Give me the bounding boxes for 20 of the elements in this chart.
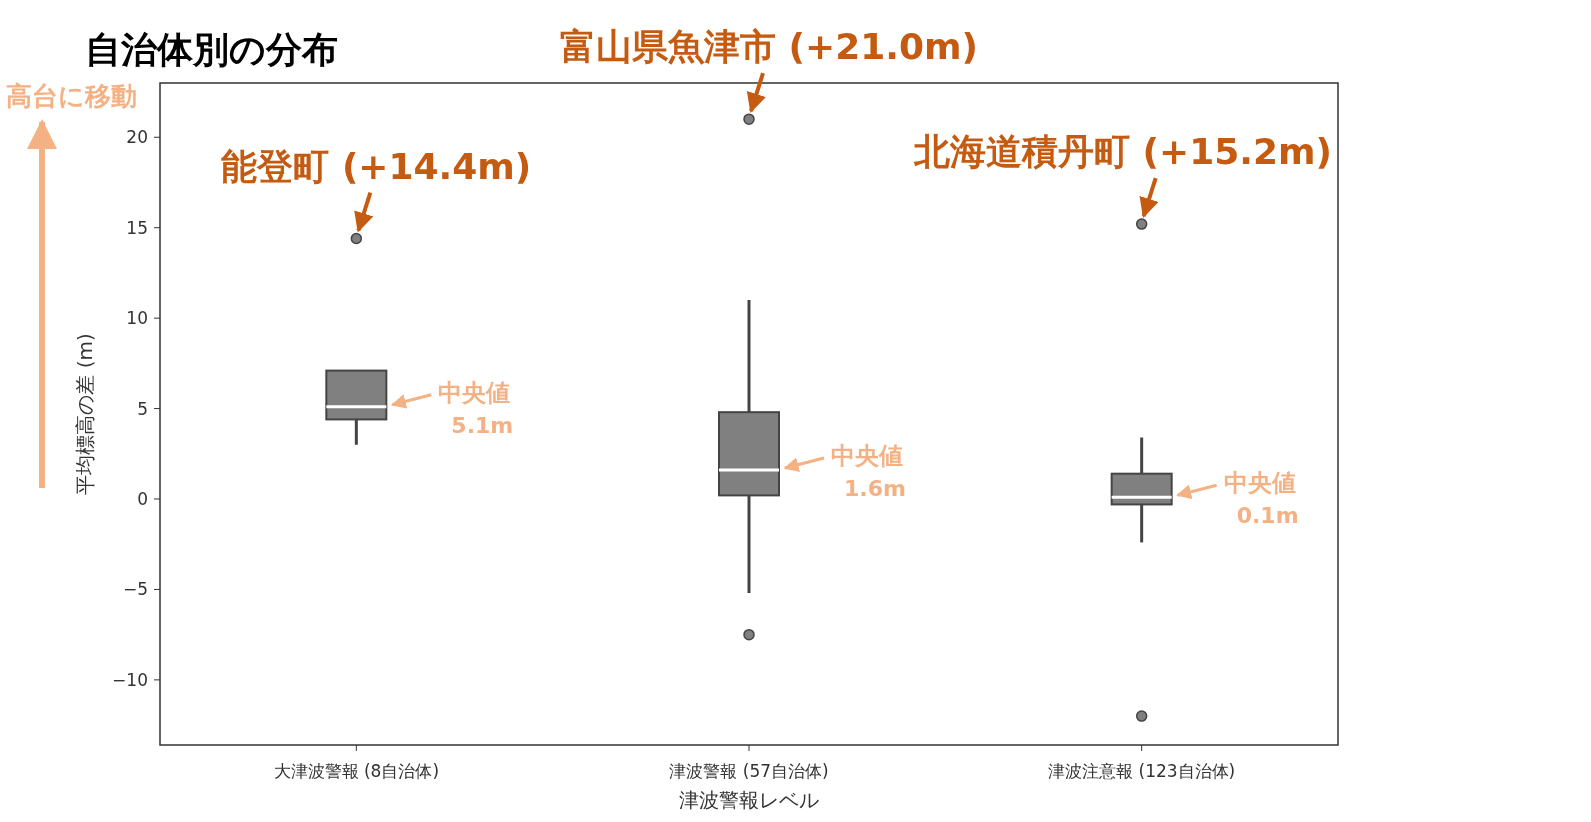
y-tick-label: 5	[137, 398, 148, 419]
x-tick-label: 大津波警報 (8自治体)	[273, 761, 440, 781]
text: 高台に移動	[6, 81, 137, 111]
x-axis-title: 津波警報レベル	[679, 788, 819, 812]
y-axis-title: 平均標高の差 (m)	[73, 333, 97, 495]
y-tick-label: 10	[126, 308, 148, 329]
annotation: 能登町 (+14.4m)	[221, 145, 532, 187]
x-tick-label: 津波警報 (57自治体)	[669, 761, 829, 781]
annotation: 中央値 1.6m	[831, 442, 906, 502]
x-tick-label: 津波注意報 (123自治体)	[1048, 761, 1236, 781]
text: 富山県魚津市 (+21.0m)	[560, 26, 978, 68]
y-tick-label: −10	[112, 669, 148, 690]
chart-title: 自治体別の分布	[85, 29, 338, 70]
y-tick-label: 20	[126, 127, 148, 148]
annotation: 北海道積丹町 (+15.2m)	[913, 131, 1332, 173]
y-tick-label: −5	[122, 579, 148, 600]
y-tick-label: 15	[126, 217, 148, 238]
y-tick-label: 0	[137, 489, 148, 510]
annotation: 中央値 5.1m	[438, 378, 514, 438]
annotation: 中央値 0.1m	[1223, 469, 1299, 529]
